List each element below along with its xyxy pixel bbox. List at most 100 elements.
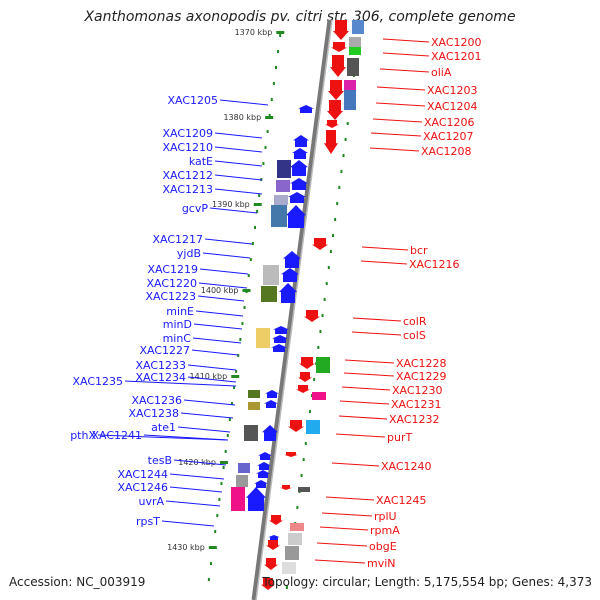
gene-domain-block [277, 160, 291, 178]
gene-arrow-forward [271, 344, 287, 352]
scale-dot [256, 210, 259, 213]
scale-dot [323, 298, 326, 301]
scale-dot [262, 162, 265, 165]
gene-label-reverse: XAC1230 [392, 384, 443, 397]
gene-label-reverse: colS [403, 329, 426, 342]
gene-leader-line [180, 412, 234, 419]
gene-label-reverse: XAC1228 [396, 357, 447, 370]
scale-dot [272, 82, 275, 85]
gene-leader-line [351, 331, 402, 336]
gene-leader-line [173, 459, 227, 466]
scale-dot [296, 506, 299, 509]
scale-dot [274, 66, 277, 69]
gene-label-reverse: XAC1208 [421, 145, 472, 158]
gene-leader-line [219, 99, 269, 106]
gene-arrow-forward [272, 335, 288, 343]
gene-leader-line [169, 473, 225, 480]
gene-label-reverse: rpmA [370, 524, 400, 537]
gene-label-forward: XAC1236 [131, 394, 182, 407]
gene-leader-line [341, 386, 391, 391]
gene-label-reverse: XAC1232 [389, 413, 440, 426]
gene-label-reverse: XAC1203 [427, 84, 478, 97]
gene-label-reverse: XAC1240 [381, 460, 432, 473]
scale-dot [216, 514, 219, 517]
gene-arrow-reverse [327, 100, 343, 120]
scale-dot [233, 386, 236, 389]
gene-arrow-forward [279, 283, 297, 303]
gene-label-reverse: mviN [367, 557, 396, 570]
gene-leader-line [177, 426, 231, 433]
scale-tick [219, 461, 228, 464]
gene-arrow-forward [288, 192, 306, 203]
gene-arrow-forward [268, 535, 280, 540]
gene-label-forward: XAC1238 [128, 407, 179, 420]
scale-dot [336, 202, 339, 205]
gene-leader-line [202, 252, 251, 259]
gene-domain-block [261, 286, 277, 302]
gene-leader-line [352, 317, 402, 322]
topology-text: Topology: circular; Length: 5,175,554 bp… [262, 575, 592, 589]
gene-domain-block [312, 392, 326, 400]
gene-leader-line [319, 526, 369, 531]
gene-domain-block [248, 390, 260, 398]
gene-arrow-reverse [331, 42, 347, 52]
scale-dot [243, 306, 246, 309]
gene-label-reverse: XAC1245 [376, 494, 427, 507]
scale-dot [220, 482, 223, 485]
gene-leader-line [187, 364, 237, 371]
gene-leader-line [331, 462, 380, 467]
gene-label-forward: XAC1210 [162, 141, 213, 154]
gene-leader-line [316, 542, 368, 547]
gene-leader-line [360, 260, 408, 265]
gene-label-forward: tesB [148, 454, 172, 467]
gene-arrow-reverse [299, 357, 315, 369]
gene-leader-line [165, 500, 221, 507]
gene-arrow-reverse [333, 20, 349, 40]
gene-label-forward: minD [163, 318, 192, 331]
scale-dot [230, 402, 233, 405]
gene-arrow-forward [258, 452, 272, 460]
gene-arrow-reverse [266, 540, 280, 550]
scale-dot [254, 226, 257, 229]
gene-leader-line [214, 146, 263, 153]
scale-tick-label: 1380 kbp [223, 113, 261, 122]
gene-leader-line [187, 376, 237, 383]
gene-leader-line [143, 434, 229, 441]
gene-arrow-forward [286, 205, 306, 228]
scale-dot [239, 338, 242, 341]
gene-arrow-reverse [330, 55, 346, 77]
gene-domain-block [316, 357, 330, 373]
gene-arrow-forward [254, 480, 268, 488]
scale-dot [338, 186, 341, 189]
gene-leader-line [344, 359, 395, 364]
gene-label-reverse: XAC1204 [427, 100, 478, 113]
scale-dot [344, 138, 347, 141]
gene-arrow-reverse [325, 120, 339, 128]
gene-label-reverse: XAC1207 [423, 130, 474, 143]
gene-label-forward: minE [166, 305, 194, 318]
accession-text: Accession: NC_003919 [9, 575, 146, 589]
scale-dot [319, 330, 322, 333]
scale-dot [235, 370, 238, 373]
scale-dot [279, 34, 282, 37]
genome-backbone-highlight [255, 19, 333, 600]
gene-leader-line [376, 86, 426, 91]
gene-label-forward: XAC1241 [91, 429, 142, 442]
gene-domain-block [271, 205, 287, 227]
gene-arrow-forward [290, 178, 308, 190]
gene-arrow-forward [281, 268, 299, 282]
gene-arrow-reverse [324, 130, 338, 154]
gene-label-forward: yjdB [177, 247, 201, 260]
gene-domain-block [263, 265, 279, 285]
gene-domain-block [298, 487, 310, 492]
gene-leader-line [343, 372, 395, 377]
scale-dot [214, 530, 217, 533]
gene-label-forward: XAC1212 [162, 169, 213, 182]
gene-leader-line [169, 486, 223, 493]
gene-label-reverse: colR [403, 315, 427, 328]
gene-domain-block [244, 425, 258, 441]
scale-dot [313, 378, 316, 381]
scale-dot [340, 170, 343, 173]
gene-arrow-reverse [264, 558, 278, 570]
scale-dot [300, 474, 303, 477]
